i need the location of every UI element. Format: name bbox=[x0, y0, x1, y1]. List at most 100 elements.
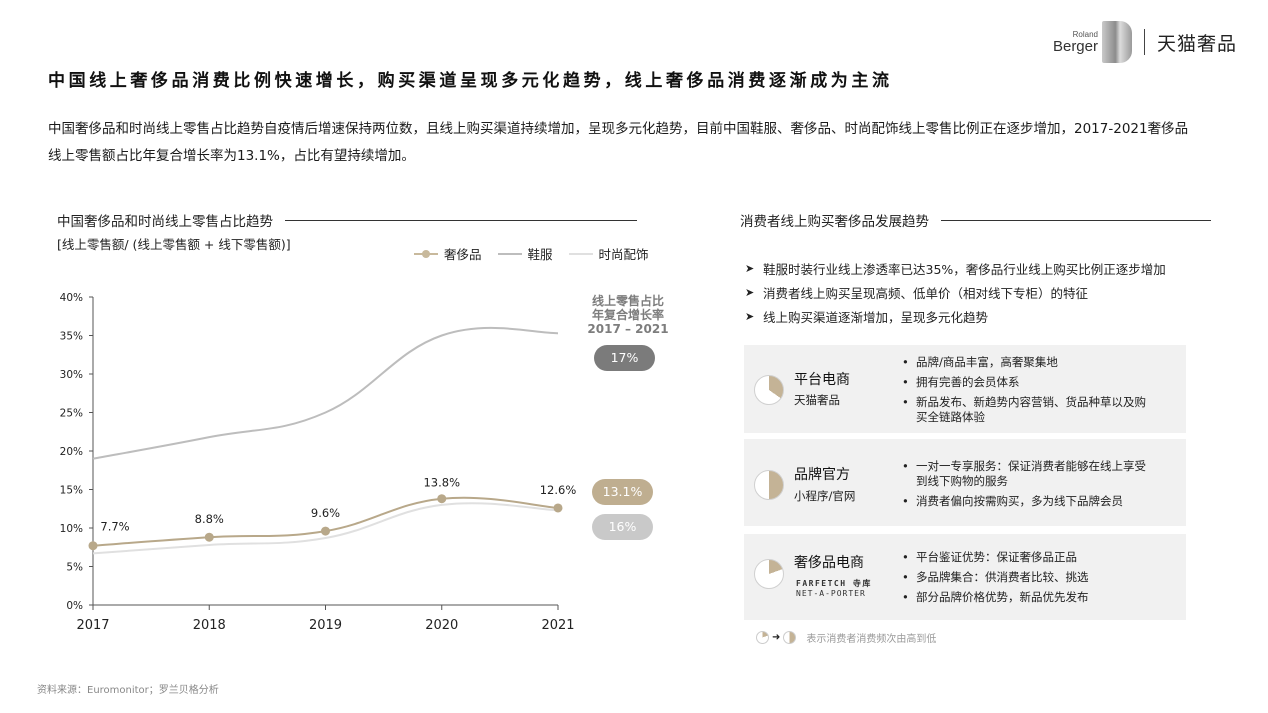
arrowhead-icon: ➤ bbox=[745, 309, 755, 323]
cagr-title-line: 线上零售占比 bbox=[591, 294, 664, 308]
y-tick-label: 25% bbox=[60, 408, 83, 420]
cagr-pill-shoes-clothing: 17% bbox=[594, 345, 655, 371]
channel-point: 部分品牌价格优势，新品优先发布 bbox=[902, 590, 1089, 605]
channel-card-platform: 平台电商 天猫奢品 品牌/商品丰富，高奢聚集地 拥有完善的会员体系 新品发布、新… bbox=[744, 345, 1186, 433]
data-label: 7.7% bbox=[100, 520, 129, 534]
data-label: 9.6% bbox=[311, 506, 340, 520]
data-label: 13.8% bbox=[423, 476, 460, 490]
heading-rule bbox=[941, 219, 1211, 221]
chart-subtitle: [线上零售额/ (线上零售额 + 线下零售额)] bbox=[57, 237, 291, 252]
arrow-right-icon: ➜ bbox=[772, 632, 781, 643]
legend-swatch-accessories bbox=[568, 252, 593, 255]
data-point bbox=[321, 526, 330, 536]
pie-low-fill-icon bbox=[754, 375, 784, 405]
luxury-data-labels: 7.7% 8.8% 9.6% 13.8% 12.6% bbox=[100, 476, 576, 534]
channel-point: 新品发布、新趋势内容营销、货品种草以及购买全链路体验 bbox=[902, 395, 1152, 425]
net-a-porter-logo: NET-A-PORTER bbox=[796, 589, 866, 598]
legend-item-accessories: 时尚配饰 bbox=[568, 244, 649, 263]
frequency-note: 表示消费者消费频次由高到低 bbox=[806, 634, 937, 645]
trend-bullets: ➤ 鞋服时装行业线上渗透率已达35%，奢侈品行业线上购买比例正逐步增加 ➤ 消费者线… bbox=[745, 256, 1166, 328]
y-tick-label: 15% bbox=[60, 485, 83, 497]
channel-points: 品牌/商品丰富，高奢聚集地 拥有完善的会员体系 新品发布、新趋势内容营销、货品种… bbox=[902, 355, 1152, 430]
channel-point: 拥有完善的会员体系 bbox=[902, 375, 1152, 390]
roland-berger-b-icon bbox=[1102, 21, 1132, 63]
page-title: 中国线上奢侈品消费比例快速增长，购买渠道呈现多元化趋势，线上奢侈品消费逐渐成为主… bbox=[48, 71, 893, 91]
legend-swatch-luxury bbox=[414, 249, 438, 258]
legend-label: 时尚配饰 bbox=[598, 247, 649, 262]
source-note: 资料来源：Euromonitor；罗兰贝格分析 bbox=[37, 685, 219, 696]
x-tick-label: 2018 bbox=[193, 618, 226, 633]
channel-sub: 天猫奢品 bbox=[794, 393, 840, 407]
tmall-luxury-logo: 天猫奢品 bbox=[1157, 32, 1238, 55]
series-line-accessories bbox=[92, 502, 559, 555]
cagr-title-line: 2017 – 2021 bbox=[587, 322, 669, 336]
channel-card-brand-official: 品牌官方 小程序/官网 一对一专享服务：保证消费者能够在线上享受到线下购物的服务… bbox=[744, 439, 1186, 526]
line-chart: 0% 5% 10% 15% 20% 25% 30% 35% 40% 2017 2018 2019 20… bbox=[60, 292, 577, 633]
legend-item-luxury: 奢侈品 bbox=[414, 244, 482, 263]
trend-bullet: ➤ 消费者线上购买呈现高频、低单价（相对线下专柜）的特征 bbox=[745, 280, 1166, 304]
arrowhead-icon: ➤ bbox=[745, 285, 755, 299]
cagr-pill-accessories: 16% bbox=[592, 514, 653, 540]
data-point bbox=[204, 532, 214, 542]
y-tick-label: 10% bbox=[60, 523, 83, 535]
berger-text: Berger bbox=[1052, 38, 1098, 55]
y-tick-label: 0% bbox=[66, 600, 83, 612]
y-tick-label: 5% bbox=[66, 562, 83, 574]
trend-bullet-text: 线上购买渠道逐渐增加，呈现多元化趋势 bbox=[763, 309, 989, 325]
pie-small-fill-icon bbox=[756, 631, 769, 644]
left-section-title: 中国奢侈品和时尚线上零售占比趋势 bbox=[57, 214, 273, 230]
pie-small-fill-icon bbox=[754, 559, 784, 589]
channel-points: 一对一专享服务：保证消费者能够在线上享受到线下购物的服务 消费者偏向按需购买，多… bbox=[902, 459, 1152, 514]
channel-point: 消费者偏向按需购买，多为线下品牌会员 bbox=[902, 494, 1152, 509]
channel-card-luxury-ecommerce: 奢侈品电商 FARFETCH 寺库 NET-A-PORTER 平台鉴证优势：保证… bbox=[744, 534, 1186, 620]
logo-divider bbox=[1144, 29, 1145, 55]
legend-label: 奢侈品 bbox=[444, 247, 482, 262]
data-label: 8.8% bbox=[195, 512, 224, 526]
chart-axes: 0% 5% 10% 15% 20% 25% 30% 35% 40% 2017 2018 2019 20… bbox=[60, 292, 575, 633]
cagr-title: 线上零售占比 年复合增长率 2017 – 2021 bbox=[578, 294, 678, 336]
y-tick-label: 40% bbox=[60, 292, 83, 304]
x-tick-label: 2020 bbox=[425, 618, 458, 633]
data-point bbox=[437, 494, 447, 504]
data-point bbox=[88, 541, 98, 551]
channel-name: 平台电商 bbox=[794, 372, 850, 388]
luxury-markers bbox=[88, 494, 563, 551]
y-tick-label: 20% bbox=[60, 446, 83, 458]
arrowhead-icon: ➤ bbox=[745, 261, 755, 275]
channel-name: 品牌官方 bbox=[794, 467, 850, 483]
right-section-title: 消费者线上购买奢侈品发展趋势 bbox=[740, 214, 929, 230]
y-tick-label: 35% bbox=[60, 331, 83, 343]
data-point bbox=[553, 503, 563, 513]
x-tick-label: 2021 bbox=[541, 618, 574, 633]
channel-point: 一对一专享服务：保证消费者能够在线上享受到线下购物的服务 bbox=[902, 459, 1152, 489]
legend-item-shoes-clothing: 鞋服 bbox=[497, 244, 553, 263]
page-description: 中国奢侈品和时尚线上零售占比趋势自疫情后增速保持两位数，且线上购买渠道持续增加，… bbox=[48, 121, 1189, 164]
chart-legend: 奢侈品 鞋服 时尚配饰 bbox=[414, 244, 665, 263]
channel-sub: 小程序/官网 bbox=[794, 489, 856, 503]
left-section-heading: 中国奢侈品和时尚线上零售占比趋势 bbox=[57, 210, 637, 230]
frequency-legend: ➜ 表示消费者消费频次由高到低 bbox=[756, 630, 936, 645]
y-tick-label: 30% bbox=[60, 369, 83, 381]
logo: Roland Berger 天猫奢品 bbox=[1046, 20, 1237, 64]
cagr-pill-luxury: 13.1% bbox=[592, 479, 653, 505]
channel-points: 平台鉴证优势：保证奢侈品正品 多品牌集合：供消费者比较、挑选 部分品牌价格优势，… bbox=[902, 550, 1089, 610]
pie-half-fill-icon bbox=[754, 470, 784, 500]
channel-point: 品牌/商品丰富，高奢聚集地 bbox=[902, 355, 1152, 370]
trend-bullet-text: 消费者线上购买呈现高频、低单价（相对线下专柜）的特征 bbox=[763, 285, 1089, 301]
cagr-title-line: 年复合增长率 bbox=[591, 308, 664, 322]
channel-name: 奢侈品电商 bbox=[794, 555, 864, 571]
right-section-heading: 消费者线上购买奢侈品发展趋势 bbox=[740, 210, 1211, 230]
data-label: 12.6% bbox=[540, 483, 577, 497]
legend-swatch-shoes-clothing bbox=[497, 252, 522, 255]
farfetch-secoo-logos: FARFETCH 寺库 bbox=[796, 579, 872, 588]
x-tick-label: 2017 bbox=[76, 618, 109, 633]
trend-bullet-text: 鞋服时装行业线上渗透率已达35%，奢侈品行业线上购买比例正逐步增加 bbox=[763, 261, 1166, 277]
roland-text: Roland bbox=[1072, 30, 1098, 39]
series-line-shoes-clothing bbox=[92, 326, 559, 460]
trend-bullet: ➤ 鞋服时装行业线上渗透率已达35%，奢侈品行业线上购买比例正逐步增加 bbox=[745, 256, 1166, 280]
roland-berger-wordmark: Roland Berger bbox=[1046, 22, 1098, 62]
legend-label: 鞋服 bbox=[527, 247, 553, 262]
pie-half-fill-icon bbox=[783, 631, 797, 644]
x-tick-label: 2019 bbox=[309, 618, 342, 633]
trend-bullet: ➤ 线上购买渠道逐渐增加，呈现多元化趋势 bbox=[745, 304, 1166, 328]
